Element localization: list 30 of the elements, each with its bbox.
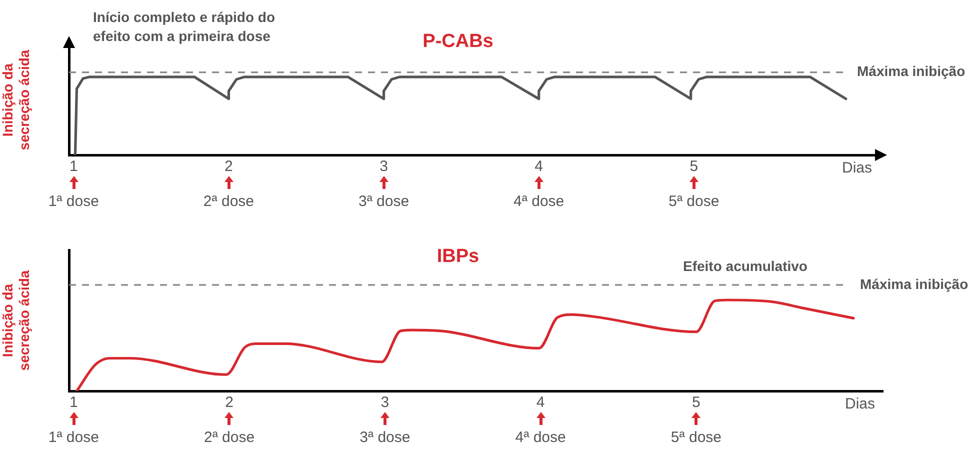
x-tick-label: 5 (692, 394, 700, 412)
x-axis-title: Dias (842, 160, 872, 177)
text: 1ª dose (48, 429, 99, 446)
x-tick-label: 1 (69, 158, 78, 176)
chart-title: IBPs (436, 246, 480, 267)
x-tick-label: 4 (536, 394, 545, 412)
text: 3ª dose (360, 429, 410, 446)
ref-line-label: Máxima inibição (857, 63, 966, 80)
text: 1ª dose (48, 193, 99, 210)
y-axis-title: Inibição da secreção ácida (0, 270, 32, 371)
ref-line-label: Máxima inibição (860, 276, 968, 292)
text: Efeito acumulativo (683, 257, 808, 276)
x-tick-label: 1 (69, 394, 78, 412)
text: 5ª dose (668, 193, 720, 210)
x-axis-title: Dias (844, 396, 875, 413)
x-tick-label: 4 (534, 158, 544, 176)
text: 3ª dose (358, 193, 410, 210)
text: 2ª dose (203, 193, 254, 210)
x-tick-label: 2 (224, 158, 233, 176)
chart-title: P-CABs (422, 31, 494, 52)
y-axis-title: Inibição da secreção ácida (0, 50, 32, 150)
text: Início completo e rápido do efeito com a primeira dose (93, 8, 276, 46)
x-tick-label: 3 (380, 158, 388, 176)
text: 4ª dose (515, 429, 566, 446)
x-tick-label: 2 (225, 394, 234, 412)
text: 5ª dose (670, 429, 722, 446)
x-tick-label: 5 (690, 158, 698, 176)
x-tick-label: 3 (380, 394, 390, 412)
text: 4ª dose (514, 193, 564, 210)
text: 2ª dose (204, 429, 255, 446)
